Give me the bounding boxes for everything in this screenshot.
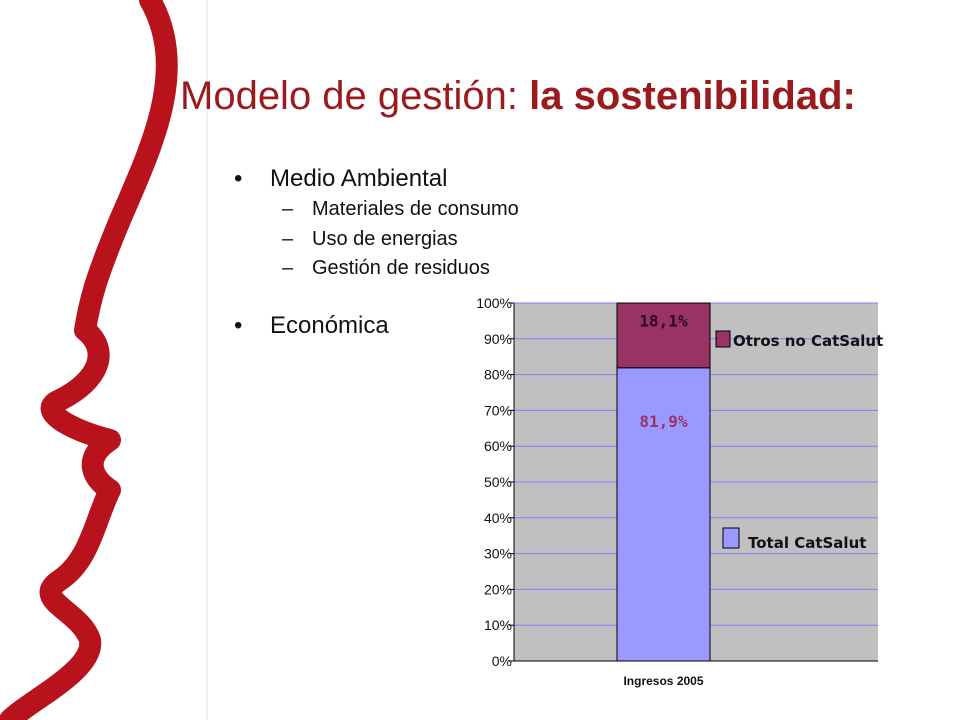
y-tick-label: 100% bbox=[476, 295, 512, 311]
y-tick-label: 0% bbox=[492, 653, 512, 669]
y-tick-label: 50% bbox=[484, 474, 512, 490]
y-tick-label: 60% bbox=[484, 438, 512, 454]
title-bold: la sostenibilidad: bbox=[529, 74, 856, 118]
x-category-label: Ingresos 2005 bbox=[623, 674, 703, 688]
subbullet-dash: – bbox=[282, 228, 294, 250]
bullet-economica: • Económica bbox=[234, 312, 389, 340]
subbullet-dash: – bbox=[282, 198, 294, 220]
bullet-medio-ambiental: • Medio Ambiental bbox=[234, 165, 447, 193]
y-tick-label: 20% bbox=[484, 581, 512, 597]
legend-swatch-otros bbox=[715, 330, 731, 348]
y-tick-label: 70% bbox=[484, 402, 512, 418]
bullet-dot: • bbox=[234, 165, 243, 192]
y-tick-label: 90% bbox=[484, 331, 512, 347]
slide-title: Modelo de gestión: la sostenibilidad: bbox=[180, 74, 856, 119]
bullet-label: Económica bbox=[270, 312, 389, 339]
y-tick-label: 30% bbox=[484, 546, 512, 562]
stacked-bar-chart: 0% 10% 20% 30% 40% 50% 60% 70% 80% 90% 100% 81,9% 18… bbox=[476, 295, 883, 688]
y-tick-label: 40% bbox=[484, 510, 512, 526]
bar-segment bbox=[616, 367, 711, 662]
y-tick-label: 10% bbox=[484, 617, 512, 633]
subbullet-label: Materiales de consumo bbox=[312, 198, 519, 220]
data-label-otros: 18,1% bbox=[639, 312, 688, 331]
legend-label-otros: Otros no CatSalut bbox=[733, 332, 883, 350]
subbullet-materiales: – Materiales de consumo bbox=[282, 198, 519, 221]
subbullet-energias: – Uso de energias bbox=[282, 228, 458, 251]
legend-label-catsalut: Total CatSalut bbox=[748, 534, 866, 552]
subbullet-label: Gestión de residuos bbox=[312, 257, 490, 279]
subbullet-residuos: – Gestión de residuos bbox=[282, 257, 490, 280]
bullet-label: Medio Ambiental bbox=[270, 165, 448, 192]
bullet-dot: • bbox=[234, 312, 243, 339]
data-label-total-catsalut: 81,9% bbox=[639, 412, 688, 431]
legend-swatch-catsalut bbox=[722, 527, 740, 549]
y-tick-label: 80% bbox=[484, 367, 512, 383]
red-profile-curve bbox=[0, 0, 178, 720]
subbullet-dash: – bbox=[282, 257, 294, 279]
title-regular: Modelo de gestión: bbox=[180, 74, 530, 118]
bar-segment bbox=[616, 302, 711, 369]
subbullet-label: Uso de energias bbox=[312, 228, 458, 250]
